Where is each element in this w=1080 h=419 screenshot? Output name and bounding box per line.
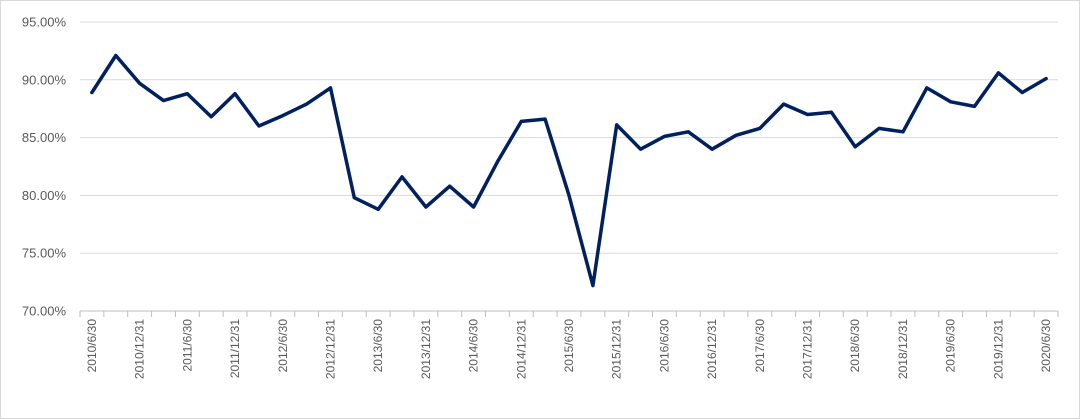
x-tick-label: 2019/6/30	[944, 319, 958, 373]
x-tick-label: 2011/6/30	[180, 319, 194, 372]
data-point	[376, 207, 380, 211]
x-tick-label: 2010/6/30	[85, 319, 99, 373]
x-tick-label: 2013/6/30	[371, 319, 385, 373]
x-tick-label: 2015/6/30	[562, 319, 576, 373]
data-point	[161, 99, 165, 103]
y-tick-label: 70.00%	[22, 304, 67, 319]
x-tick-label: 2015/12/31	[610, 319, 624, 379]
data-point	[352, 196, 356, 200]
x-tick-label: 2013/12/31	[419, 319, 433, 379]
data-point	[567, 193, 571, 197]
data-point	[448, 184, 452, 188]
data-point	[996, 71, 1000, 75]
y-tick-label: 75.00%	[22, 246, 67, 261]
x-tick-label: 2016/6/30	[657, 319, 671, 373]
y-tick-label: 80.00%	[22, 188, 67, 203]
data-point	[209, 115, 213, 119]
data-point	[424, 205, 428, 209]
data-point	[305, 102, 309, 106]
y-tick-label: 85.00%	[22, 130, 67, 145]
x-tick-label: 2010/12/31	[133, 319, 147, 379]
data-point	[543, 117, 547, 121]
data-point	[519, 119, 523, 123]
x-tick-label: 2019/12/31	[991, 319, 1005, 379]
data-point	[662, 134, 666, 138]
data-point	[281, 114, 285, 118]
data-point	[138, 81, 142, 85]
x-tick-label: 2014/6/30	[467, 319, 481, 373]
data-point	[686, 130, 690, 134]
x-axis	[79, 310, 1059, 317]
x-tick-label: 2020/6/30	[1039, 319, 1053, 373]
series-group	[90, 53, 1048, 288]
data-point	[901, 130, 905, 134]
data-point	[949, 100, 953, 104]
data-point	[472, 205, 476, 209]
data-point	[185, 92, 189, 96]
data-point	[1020, 91, 1024, 95]
x-tick-label: 2018/6/30	[848, 319, 862, 373]
gridlines	[80, 21, 1058, 254]
x-tick-label: 2018/12/31	[896, 319, 910, 379]
data-point	[925, 86, 929, 90]
x-tick-label: 2012/6/30	[276, 319, 290, 373]
data-point	[1044, 77, 1048, 81]
x-tick-label: 2017/6/30	[753, 319, 767, 373]
data-point	[639, 147, 643, 151]
data-point	[877, 126, 881, 130]
y-axis-tick-labels: 70.00% 75.00% 80.00% 85.00% 90.00% 95.00%	[22, 15, 67, 319]
x-tick-label: 2011/12/31	[228, 319, 242, 378]
data-point	[233, 92, 237, 96]
data-point	[400, 175, 404, 179]
data-point	[90, 91, 94, 95]
data-point	[758, 126, 762, 130]
data-point	[328, 86, 332, 90]
data-point	[495, 160, 499, 164]
x-tick-label: 2017/12/31	[801, 319, 815, 379]
y-tick-label: 95.00%	[22, 15, 67, 30]
data-point	[829, 110, 833, 114]
data-point	[114, 54, 118, 58]
x-tick-label: 2012/12/31	[323, 319, 337, 379]
data-point	[257, 124, 261, 128]
data-point	[806, 112, 810, 116]
data-point	[615, 123, 619, 127]
x-tick-label: 2016/12/31	[705, 319, 719, 379]
y-tick-label: 90.00%	[22, 72, 67, 87]
data-point	[782, 102, 786, 106]
data-point	[734, 133, 738, 137]
x-tick-label: 2014/12/31	[514, 319, 528, 379]
data-point	[710, 147, 714, 151]
series-line	[90, 53, 1048, 288]
data-point	[853, 145, 857, 149]
data-point	[973, 104, 977, 108]
data-point	[591, 284, 595, 288]
x-axis-tick-labels: 2010/6/30 2010/12/31 2011/6/30 2011/12/31 20…	[85, 319, 1053, 379]
